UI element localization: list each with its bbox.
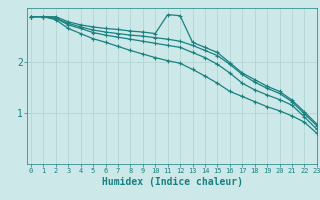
X-axis label: Humidex (Indice chaleur): Humidex (Indice chaleur) [101, 177, 243, 187]
